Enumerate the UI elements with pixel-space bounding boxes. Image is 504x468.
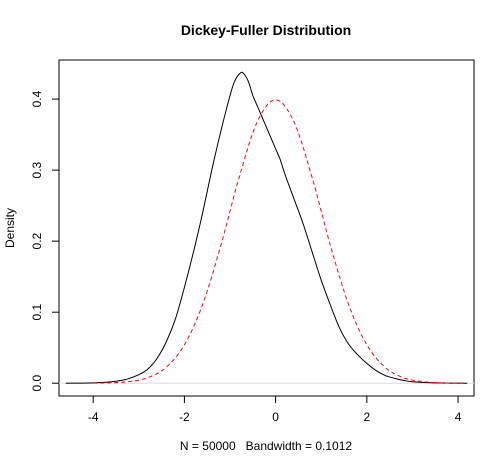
plot-box — [58, 59, 475, 397]
series-dashed-line — [93, 99, 468, 384]
y-axis: 0.0 0.1 0.2 0.3 0.4 — [30, 90, 60, 392]
y-tick-label: 0.1 — [30, 304, 44, 321]
y-tick-label: 0.0 — [30, 375, 44, 392]
series-layer — [59, 71, 474, 384]
y-tick-label: 0.2 — [30, 232, 44, 249]
y-axis-label: Density — [3, 208, 17, 248]
x-axis: -4 -2 0 2 4 — [88, 395, 462, 424]
series-solid-line — [65, 71, 468, 384]
x-tick-label: 2 — [363, 410, 370, 424]
x-axis-label: N = 50000 Bandwidth = 0.1012 — [180, 439, 352, 453]
x-tick-label: 4 — [455, 410, 462, 424]
x-tick-label: -4 — [88, 410, 99, 424]
y-tick-label: 0.3 — [30, 161, 44, 178]
x-tick-label: -2 — [179, 410, 190, 424]
x-tick-label: 0 — [272, 410, 279, 424]
y-tick-label: 0.4 — [30, 90, 44, 107]
chart-title: Dickey-Fuller Distribution — [181, 22, 351, 38]
